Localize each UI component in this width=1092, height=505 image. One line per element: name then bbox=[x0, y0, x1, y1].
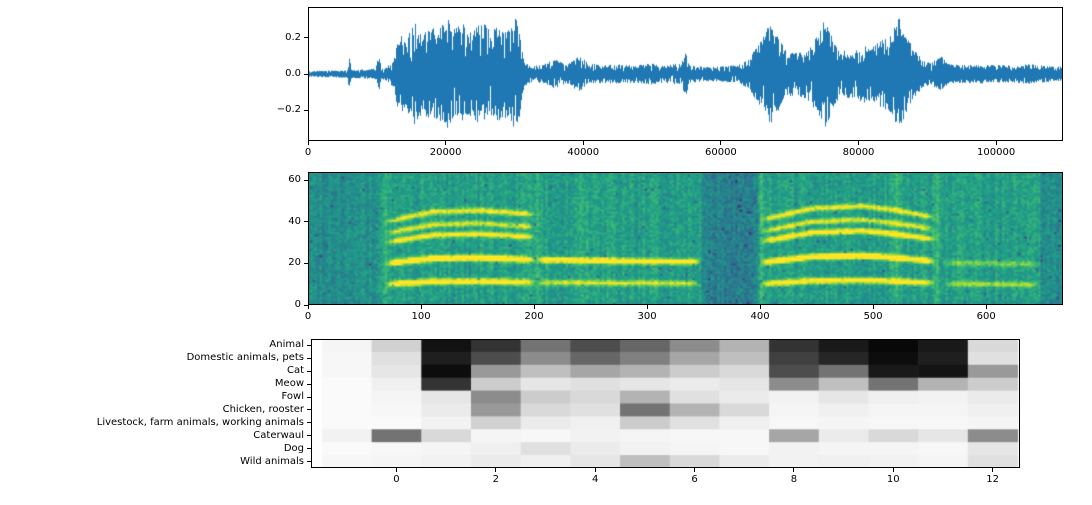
x-tick-mark bbox=[858, 141, 860, 145]
spectrogram-canvas bbox=[308, 172, 1063, 305]
x-tick-mark bbox=[985, 305, 987, 309]
category-label: Meow bbox=[274, 378, 304, 390]
x-tick-label: 12 bbox=[986, 474, 1000, 485]
x-tick-mark bbox=[533, 305, 535, 309]
x-tick-mark bbox=[793, 468, 795, 472]
x-tick-mark bbox=[307, 141, 309, 145]
y-tick-mark bbox=[307, 409, 311, 411]
waveform-canvas bbox=[308, 7, 1063, 141]
x-tick-mark bbox=[307, 305, 309, 309]
x-tick-label: 4 bbox=[592, 474, 599, 485]
x-tick-label: 6 bbox=[691, 474, 698, 485]
category-label: Caterwaul bbox=[253, 429, 304, 441]
x-tick-label: 0 bbox=[304, 147, 312, 158]
x-tick-label: 400 bbox=[750, 311, 770, 322]
y-tick-mark bbox=[304, 221, 308, 223]
category-label: Livestock, farm animals, working animals bbox=[96, 416, 304, 428]
x-tick-label: 300 bbox=[637, 311, 657, 322]
y-tick-mark bbox=[307, 370, 311, 372]
category-label: Chicken, rooster bbox=[222, 403, 304, 415]
y-tick-label: 60 bbox=[288, 174, 301, 186]
heatmap-canvas bbox=[311, 339, 1020, 468]
x-tick-label: 8 bbox=[790, 474, 798, 485]
y-tick-label: 20 bbox=[288, 257, 301, 269]
category-label: Dog bbox=[283, 442, 304, 454]
spectrogram-axes: 0 100 200 300 400 500 600 0 20 40 60 bbox=[288, 172, 1063, 322]
x-tick-mark bbox=[694, 468, 696, 472]
y-tick-mark bbox=[304, 37, 308, 39]
x-tick-label: 0 bbox=[393, 474, 400, 485]
y-tick-mark bbox=[304, 109, 308, 111]
x-tick-label: 40000 bbox=[567, 147, 600, 158]
x-tick-mark bbox=[420, 305, 422, 309]
x-tick-label: 200 bbox=[524, 311, 544, 322]
category-label: Fowl bbox=[281, 391, 304, 403]
y-tick-label: 0 bbox=[294, 299, 301, 310]
x-tick-label: 2 bbox=[492, 474, 499, 485]
x-tick-mark bbox=[582, 141, 584, 145]
x-tick-mark bbox=[445, 141, 447, 145]
x-tick-label: 80000 bbox=[842, 147, 875, 158]
y-tick-mark bbox=[307, 357, 311, 359]
x-tick-mark bbox=[720, 141, 722, 145]
x-tick-mark bbox=[759, 305, 761, 309]
category-label: Wild animals bbox=[240, 455, 304, 467]
x-tick-label: 10 bbox=[886, 474, 900, 485]
x-tick-label: 60000 bbox=[704, 147, 737, 158]
x-tick-label: 20000 bbox=[429, 147, 462, 158]
x-tick-mark bbox=[495, 468, 497, 472]
x-tick-mark bbox=[594, 468, 596, 472]
class-activation-heatmap-axes: Animal Domestic animals, pets Cat Meow Fowl C… bbox=[97, 339, 1020, 485]
x-tick-label: 100 bbox=[411, 311, 431, 322]
y-tick-mark bbox=[307, 422, 311, 424]
y-tick-mark bbox=[304, 262, 308, 264]
y-tick-label: −0.2 bbox=[276, 104, 301, 116]
x-tick-label: 100000 bbox=[977, 147, 1016, 158]
category-label: Domestic animals, pets bbox=[186, 352, 304, 364]
x-tick-label: 500 bbox=[863, 311, 883, 322]
x-tick-label: 0 bbox=[304, 311, 312, 322]
y-tick-mark bbox=[307, 461, 311, 463]
y-tick-label: 40 bbox=[288, 215, 301, 227]
x-tick-mark bbox=[872, 305, 874, 309]
x-tick-label: 600 bbox=[976, 311, 996, 322]
y-tick-mark bbox=[307, 344, 311, 346]
y-tick-mark bbox=[304, 179, 308, 181]
y-tick-mark bbox=[307, 435, 311, 437]
category-label: Cat bbox=[286, 365, 304, 377]
x-tick-mark bbox=[395, 468, 397, 472]
y-tick-mark bbox=[304, 304, 308, 306]
y-tick-label: 0.2 bbox=[285, 31, 301, 43]
x-tick-mark bbox=[995, 141, 997, 145]
y-tick-mark bbox=[307, 396, 311, 398]
x-tick-mark bbox=[646, 305, 648, 309]
y-tick-mark bbox=[307, 383, 311, 385]
y-tick-mark bbox=[307, 448, 311, 450]
x-tick-mark bbox=[892, 468, 894, 472]
y-tick-label: 0.0 bbox=[285, 68, 301, 79]
waveform-axes: 0 20000 40000 60000 80000 100000 0.2 0.0 −0.2 bbox=[277, 7, 1063, 158]
y-tick-mark bbox=[304, 73, 308, 75]
x-tick-mark bbox=[992, 468, 994, 472]
category-label: Animal bbox=[269, 339, 304, 351]
